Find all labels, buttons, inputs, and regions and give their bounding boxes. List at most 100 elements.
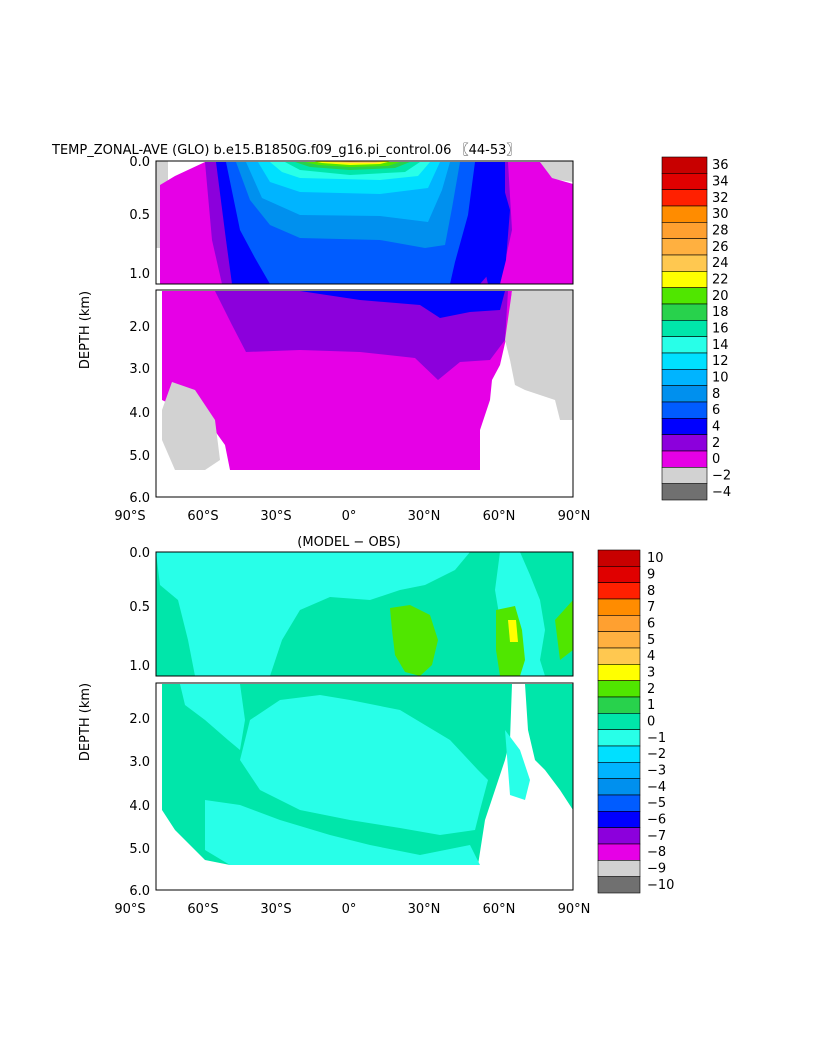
colorbar-swatch [597, 762, 641, 779]
colorbar-label: −4 [712, 485, 731, 500]
colorbar-label: 5 [647, 633, 655, 648]
top-chart-title: TEMP_ZONAL-AVE (GLO) b.e15.B1850G.f09_g1… [51, 143, 519, 158]
top-y-label: DEPTH (km) [78, 291, 93, 369]
colorbar-label: −10 [647, 878, 674, 893]
colorbar-label: −2 [712, 469, 731, 484]
bottom-y-tick-5: 4.0 [129, 799, 150, 814]
colorbar-swatch [597, 696, 641, 714]
colorbar-label: 0 [712, 452, 720, 467]
colorbar-label: 22 [712, 273, 729, 288]
colorbar-label: 7 [647, 600, 655, 615]
colorbar-label: −3 [647, 764, 666, 779]
colorbar-label: 10 [647, 551, 664, 566]
colorbar-label: 6 [712, 403, 720, 418]
colorbar-swatch [661, 287, 708, 305]
colorbar-label: 32 [712, 191, 729, 206]
bottom-x-tick-6: 90°N [558, 902, 591, 917]
colorbar-swatch [661, 483, 708, 501]
colorbar-label: 4 [712, 420, 720, 435]
colorbar-swatch [597, 860, 641, 877]
bottom-y-tick-3: 2.0 [129, 712, 150, 727]
colorbar-swatch [597, 713, 641, 730]
top-x-tick-0: 90°S [114, 509, 145, 524]
top-x-tick-4: 30°N [408, 509, 441, 524]
colorbar-label: 8 [712, 387, 720, 402]
bottom-x-tick-3: 0° [342, 902, 357, 917]
colorbar-label: 24 [712, 256, 729, 271]
top-y-tick-2: 1.0 [129, 267, 150, 282]
colorbar-swatch [597, 827, 641, 845]
bottom-y-tick-4: 3.0 [129, 755, 150, 770]
colorbar-swatch [597, 566, 641, 583]
colorbar-swatch [597, 582, 641, 600]
colorbar-swatch [661, 352, 708, 370]
colorbar-label: 8 [647, 584, 655, 599]
top-x-tick-5: 60°N [483, 509, 516, 524]
colorbar-swatch [661, 222, 708, 239]
colorbar-label: −4 [647, 780, 666, 795]
colorbar-swatch [597, 876, 641, 894]
bottom-x-axis: 90°S 60°S 30°S 0° 30°N 60°N 90°N [114, 902, 590, 917]
colorbar-label: 14 [712, 338, 729, 353]
colorbar-swatch [597, 843, 641, 861]
colorbar-swatch [597, 778, 641, 796]
bottom-panel: (MODEL − OBS) 0.0 0.5 1.0 2. [78, 535, 674, 917]
colorbar-swatch [597, 549, 641, 567]
colorbar-label: 16 [712, 322, 729, 337]
bottom-y-tick-0: 0.0 [129, 546, 150, 561]
bottom-y-axis: 0.0 0.5 1.0 2.0 3.0 4.0 5.0 6.0 DEPTH (k… [78, 546, 150, 899]
colorbar-swatch [661, 271, 708, 288]
bottom-lower-fill [155, 682, 574, 891]
top-y-tick-6: 5.0 [129, 449, 150, 464]
top-y-tick-1: 0.5 [129, 208, 150, 223]
bottom-y-tick-1: 0.5 [129, 600, 150, 615]
top-lower-fill [155, 289, 574, 498]
bottom-x-tick-0: 90°S [114, 902, 145, 917]
bottom-y-tick-6: 5.0 [129, 842, 150, 857]
colorbar-swatch [597, 631, 641, 649]
top-x-tick-6: 90°N [558, 509, 591, 524]
colorbar-label: 6 [647, 617, 655, 632]
colorbar-label: 10 [712, 371, 729, 386]
colorbar-label: −5 [647, 796, 666, 811]
bottom-chart-title: (MODEL − OBS) [297, 535, 400, 550]
colorbar-label: −8 [647, 845, 666, 860]
colorbar-label: −1 [647, 731, 666, 746]
colorbar-label: 28 [712, 224, 729, 239]
top-y-tick-7: 6.0 [129, 491, 150, 506]
colorbar-label: 18 [712, 305, 729, 320]
top-y-tick-3: 2.0 [129, 320, 150, 335]
colorbar-label: 34 [712, 175, 729, 190]
colorbar-swatch [661, 189, 708, 207]
top-y-tick-4: 3.0 [129, 362, 150, 377]
colorbar-label: 26 [712, 240, 729, 255]
bottom-y-tick-2: 1.0 [129, 659, 150, 674]
top-y-tick-0: 0.0 [129, 155, 150, 170]
colorbar-label: 4 [647, 649, 655, 664]
bottom-x-tick-1: 60°S [187, 902, 218, 917]
colorbar-swatch [661, 303, 708, 321]
colorbar-label: 3 [647, 666, 655, 681]
colorbar-swatch [661, 385, 708, 403]
top-x-tick-2: 30°S [260, 509, 291, 524]
bottom-y-label: DEPTH (km) [78, 683, 93, 761]
top-y-tick-5: 4.0 [129, 406, 150, 421]
top-x-tick-1: 60°S [187, 509, 218, 524]
colorbar-swatch [661, 320, 708, 337]
colorbar-label: 2 [712, 436, 720, 451]
colorbar-label: 0 [647, 715, 655, 730]
colorbar-label: 9 [647, 568, 655, 583]
colorbar-swatch [597, 745, 641, 763]
colorbar-swatch [661, 434, 708, 452]
colorbar-swatch [597, 647, 641, 665]
bottom-x-tick-2: 30°S [260, 902, 291, 917]
colorbar-label: −9 [647, 862, 666, 877]
colorbar-swatch [661, 418, 708, 435]
colorbar-label: 2 [647, 682, 655, 697]
colorbar-swatch [661, 156, 708, 174]
top-x-axis: 90°S 60°S 30°S 0° 30°N 60°N 90°N [114, 509, 590, 524]
colorbar-swatch [597, 794, 641, 812]
colorbar-swatch [597, 664, 641, 681]
